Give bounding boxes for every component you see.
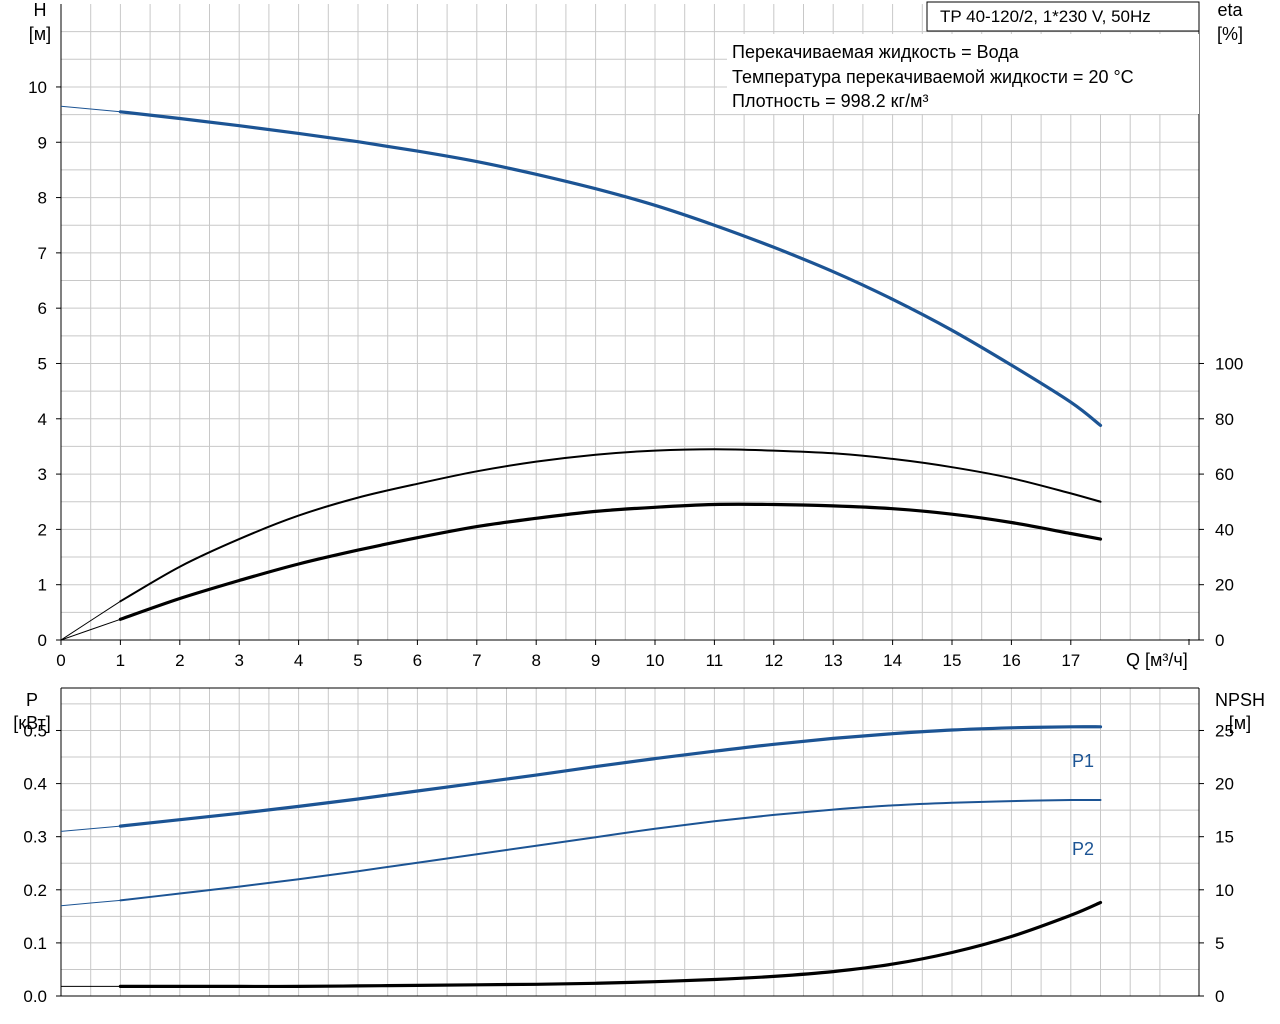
info-density: Плотность = 998.2 кг/м³: [732, 91, 928, 111]
y-right-tick-label: 100: [1215, 354, 1243, 373]
x-tick-label: 13: [824, 651, 843, 670]
bottom-series: [60, 725, 1103, 989]
x-tick-label: 15: [943, 651, 962, 670]
y-left-tick-label: 0.4: [23, 775, 47, 794]
chart-title: TP 40-120/2, 1*230 V, 50Hz: [940, 7, 1151, 26]
y-left-tick-label: 0.3: [23, 828, 47, 847]
x-axis-label: Q [м³/ч]: [1126, 650, 1188, 670]
y-left-tick-label: 2: [38, 520, 47, 539]
x-tick-label: 8: [531, 651, 540, 670]
x-tick-label: 12: [764, 651, 783, 670]
y-right-label-unit: [%]: [1217, 24, 1243, 44]
y-right-tick-label: 5: [1215, 934, 1224, 953]
x-tick-label: 11: [706, 651, 724, 670]
y-left-tick-label: 9: [38, 133, 47, 152]
info-box: [727, 34, 1199, 114]
series-line-H: [118, 110, 1103, 427]
y-right-tick-label: 15: [1215, 828, 1234, 847]
y-right-label-symbol: eta: [1217, 0, 1243, 20]
y-right-tick-label: 20: [1215, 576, 1234, 595]
p-axis-label-symbol: P: [26, 690, 38, 710]
x-tick-label: 16: [1002, 651, 1021, 670]
npsh-axis-label-unit: [м]: [1229, 713, 1251, 733]
series-label-p1: P1: [1072, 751, 1094, 771]
y-right-tick-label: 60: [1215, 465, 1234, 484]
info-fluid: Перекачиваемая жидкость = Вода: [732, 42, 1020, 62]
p-axis-label-unit: [кВт]: [13, 713, 51, 733]
top-series: [60, 105, 1103, 641]
x-tick-label: 14: [883, 651, 902, 670]
x-tick-label: 10: [646, 651, 665, 670]
x-tick-label: 6: [413, 651, 422, 670]
info-temperature: Температура перекачиваемой жидкости = 20…: [732, 67, 1134, 87]
y-left-tick-label: 3: [38, 465, 47, 484]
y-left-tick-label: 0.1: [23, 934, 47, 953]
x-tick-label: 5: [353, 651, 362, 670]
y-left-tick-label: 1: [38, 576, 47, 595]
series-line-eta_thick: [118, 502, 1103, 621]
series-extension-H: [60, 105, 121, 113]
title-box: [926, 1, 1200, 32]
bottom-tick-labels: 0.0 0.1 0.2 0.3 0.4 0.5 0 5 10 15 20 25: [23, 721, 1234, 1006]
y-right-tick-label: 10: [1215, 881, 1234, 900]
series-line-eta_thin: [119, 448, 1102, 603]
series-line-NPSH: [118, 900, 1103, 989]
y-left-tick-label: 0.0: [23, 987, 47, 1006]
y-left-tick-label: 6: [38, 299, 47, 318]
y-left-tick-label: 10: [28, 78, 47, 97]
y-left-tick-label: 8: [38, 189, 47, 208]
y-right-tick-label: 25: [1215, 721, 1234, 740]
series-label-p2: P2: [1072, 839, 1094, 859]
npsh-axis-label-symbol: NPSH: [1215, 690, 1265, 710]
series-extension-eta_thin: [60, 600, 121, 641]
y-right-tick-label: 20: [1215, 775, 1234, 794]
series-line-P1: [118, 725, 1103, 828]
y-right-tick-label: 40: [1215, 520, 1234, 539]
y-left-tick-label: 0.5: [23, 721, 47, 740]
y-left-tick-label: 0.2: [23, 881, 47, 900]
y-left-tick-label: 7: [38, 244, 47, 263]
power-npsh-panel: 0.0 0.1 0.2 0.3 0.4 0.5 0 5 10 15 20 25 P [кВт] NPS…: [13, 687, 1265, 1006]
series-extension-P2: [60, 899, 121, 907]
y-right-tick-label: 80: [1215, 410, 1234, 429]
x-tick-label: 7: [472, 651, 481, 670]
y-right-tick-label: 0: [1215, 631, 1224, 650]
y-left-label-unit: [м]: [29, 24, 51, 44]
x-tick-label: 4: [294, 651, 303, 670]
x-tick-label: 17: [1061, 651, 1080, 670]
y-left-label-symbol: H: [34, 0, 47, 20]
series-extension-eta_thick: [60, 618, 121, 641]
x-tick-label: 1: [116, 651, 125, 670]
y-left-tick-label: 4: [38, 410, 47, 429]
series-extension-P1: [60, 825, 121, 832]
y-left-tick-label: 0: [38, 631, 47, 650]
x-tick-label: 3: [234, 651, 243, 670]
series-line-P2: [119, 798, 1102, 902]
x-tick-label: 0: [56, 651, 65, 670]
y-left-tick-label: 5: [38, 354, 47, 373]
x-tick-label: 2: [175, 651, 184, 670]
y-right-tick-label: 0: [1215, 987, 1224, 1006]
x-tick-label: 9: [591, 651, 600, 670]
